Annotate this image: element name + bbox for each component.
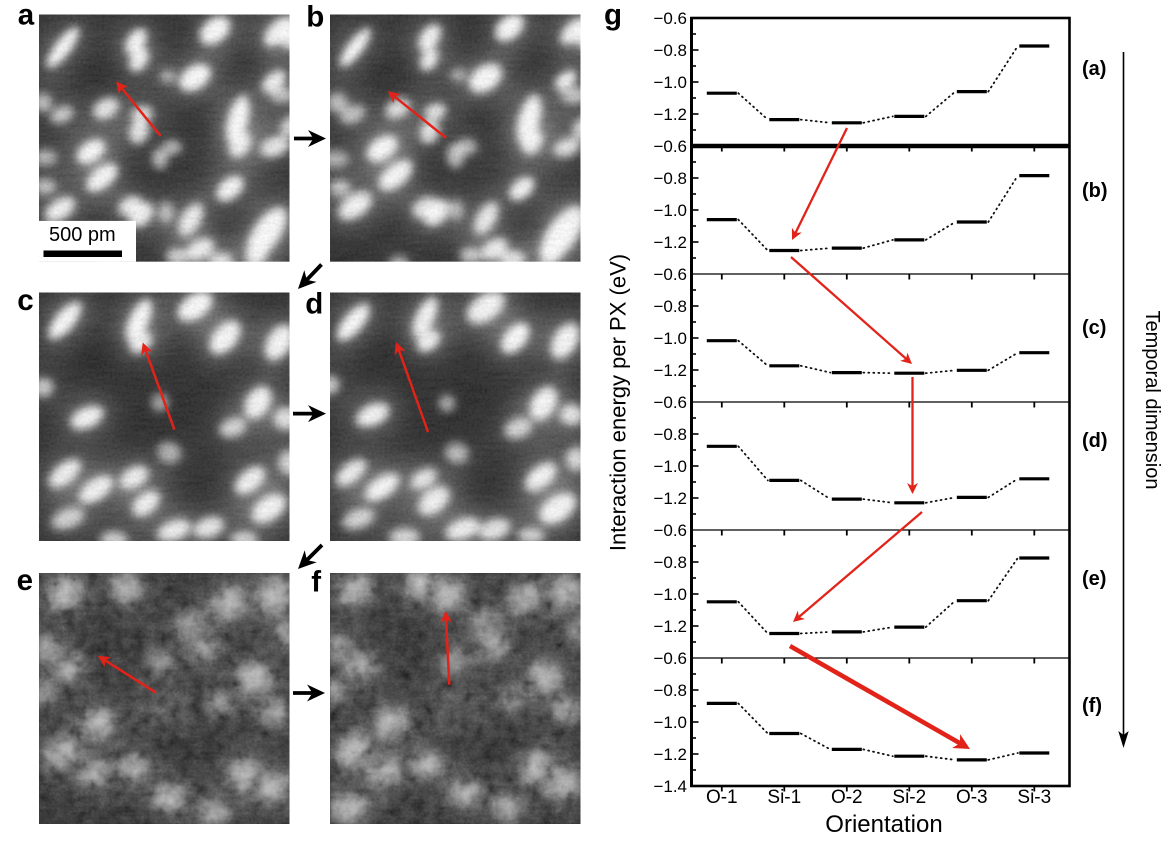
- svg-text:−0.8: −0.8: [653, 41, 687, 60]
- svg-text:(e): (e): [1082, 568, 1106, 590]
- svg-text:(a): (a): [1082, 58, 1106, 80]
- svg-text:−1.2: −1.2: [653, 105, 687, 124]
- svg-text:−1.2: −1.2: [653, 745, 687, 764]
- svg-text:d: d: [305, 287, 323, 320]
- svg-text:Si-2: Si-2: [892, 787, 926, 808]
- svg-text:−0.6: −0.6: [653, 137, 687, 156]
- svg-text:−1.4: −1.4: [653, 777, 687, 796]
- svg-text:−1.2: −1.2: [653, 489, 687, 508]
- svg-text:Interaction energy per PX (eV): Interaction energy per PX (eV): [606, 254, 631, 551]
- svg-text:(c): (c): [1082, 317, 1106, 339]
- svg-text:(f): (f): [1082, 695, 1102, 717]
- svg-text:Si-3: Si-3: [1017, 787, 1051, 808]
- svg-text:−0.6: −0.6: [653, 393, 687, 412]
- svg-text:Orientation: Orientation: [825, 811, 942, 838]
- svg-text:500 pm: 500 pm: [49, 224, 116, 246]
- svg-text:−0.8: −0.8: [653, 169, 687, 188]
- svg-text:(d): (d): [1082, 430, 1108, 452]
- svg-text:−0.6: −0.6: [653, 521, 687, 540]
- svg-text:Si-1: Si-1: [767, 787, 801, 808]
- svg-text:−1.0: −1.0: [653, 713, 687, 732]
- svg-text:−1.0: −1.0: [653, 73, 687, 92]
- svg-text:O-2: O-2: [831, 787, 863, 808]
- svg-text:O-1: O-1: [706, 787, 738, 808]
- svg-text:−1.0: −1.0: [653, 585, 687, 604]
- svg-text:O-3: O-3: [956, 787, 988, 808]
- svg-text:b: b: [306, 0, 324, 33]
- svg-text:a: a: [18, 0, 35, 32]
- svg-text:Temporal dimension: Temporal dimension: [1141, 311, 1163, 490]
- svg-text:−1.0: −1.0: [653, 329, 687, 348]
- svg-text:c: c: [17, 284, 33, 317]
- svg-text:−0.8: −0.8: [653, 681, 687, 700]
- svg-text:−1.0: −1.0: [653, 457, 687, 476]
- svg-text:−0.8: −0.8: [653, 297, 687, 316]
- svg-text:f: f: [311, 566, 321, 599]
- svg-text:−0.8: −0.8: [653, 553, 687, 572]
- svg-text:−1.0: −1.0: [653, 201, 687, 220]
- svg-text:e: e: [17, 564, 33, 597]
- svg-text:−1.2: −1.2: [653, 233, 687, 252]
- svg-text:g: g: [604, 0, 622, 32]
- svg-text:−1.2: −1.2: [653, 361, 687, 380]
- svg-text:−1.2: −1.2: [653, 617, 687, 636]
- svg-text:(b): (b): [1082, 180, 1108, 202]
- svg-text:−0.8: −0.8: [653, 425, 687, 444]
- svg-text:−0.6: −0.6: [653, 265, 687, 284]
- svg-text:−0.6: −0.6: [653, 9, 687, 28]
- svg-text:−0.6: −0.6: [653, 649, 687, 668]
